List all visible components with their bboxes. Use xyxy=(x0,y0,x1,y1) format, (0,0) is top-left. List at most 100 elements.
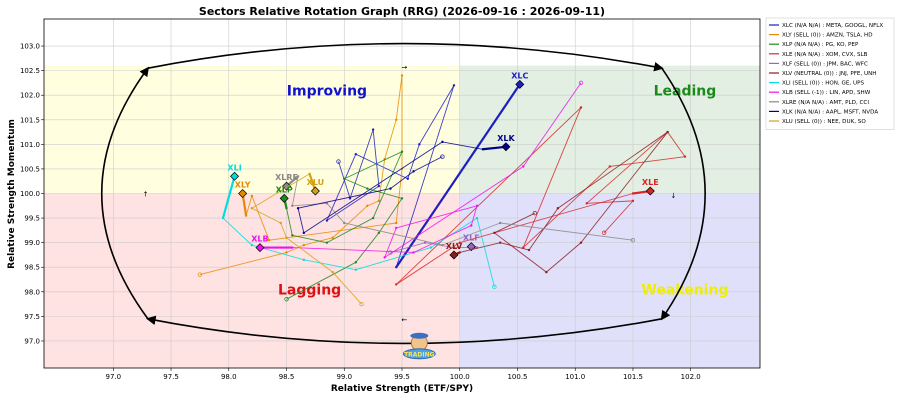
series-point xyxy=(325,219,329,222)
series-start-point xyxy=(440,154,445,159)
legend-label: XLB (SELL (-1)) : LIN, APD, SHW xyxy=(782,90,871,96)
series-segment xyxy=(378,198,403,234)
series-point xyxy=(366,204,369,207)
y-tick-label: 103.0 xyxy=(20,43,40,51)
series-segment xyxy=(586,200,633,204)
series-end-marker xyxy=(501,142,511,152)
series-point xyxy=(666,130,669,134)
series-segment xyxy=(344,178,368,189)
series-segment xyxy=(390,242,426,253)
series-point xyxy=(498,221,502,225)
y-tick-label: 98.5 xyxy=(24,264,40,272)
series-segment xyxy=(367,200,380,207)
series-end-marker xyxy=(515,79,525,89)
legend-label: XLI (SELL (0)) : HON, GE, UPS xyxy=(782,81,864,87)
x-tick-label: 97.5 xyxy=(163,373,179,381)
series-point xyxy=(441,140,444,144)
series-point xyxy=(377,231,381,235)
series-point xyxy=(377,184,381,188)
legend-entry-xlre: XLRE (N/A N/A) : AMT, PLD, CCI xyxy=(769,100,869,106)
series-end-marker xyxy=(279,193,289,203)
series-segment xyxy=(292,247,414,253)
quadrant-labels: Improving Leading Lagging Weakening xyxy=(278,83,728,298)
series-point xyxy=(285,251,288,254)
series-segment xyxy=(355,247,431,271)
series-point xyxy=(302,231,306,235)
quadrant-label-lagging: Lagging xyxy=(278,282,341,298)
series-segment xyxy=(459,193,634,244)
series-label-xlc: XLC xyxy=(511,71,528,80)
series-segment xyxy=(546,242,582,273)
series-segment xyxy=(425,242,455,249)
series-segment xyxy=(292,234,328,244)
series-point xyxy=(545,270,548,274)
series-segment xyxy=(332,271,362,305)
series-point xyxy=(221,216,225,220)
series-segment xyxy=(297,208,305,233)
series-point xyxy=(250,207,254,210)
series-segment xyxy=(344,151,403,180)
series-segment xyxy=(326,217,374,244)
series-point xyxy=(285,207,288,210)
series-segment xyxy=(500,242,530,251)
series-segment xyxy=(395,242,460,285)
quadrant-label-weakening: Weakening xyxy=(641,282,728,298)
series-point xyxy=(244,214,248,217)
series-segment xyxy=(442,222,501,246)
y-tick-label: 100.5 xyxy=(20,165,40,173)
series-point xyxy=(291,204,294,207)
series-segment xyxy=(303,237,333,246)
rotation-arrow-top xyxy=(147,42,664,72)
series-point xyxy=(418,143,421,146)
series-point xyxy=(498,241,502,244)
series-point xyxy=(493,231,496,235)
series-xlv xyxy=(449,130,669,274)
series-segment xyxy=(372,151,403,219)
series-segment xyxy=(326,153,357,221)
x-axis-label: Relative Strength (ETF/SPY) xyxy=(331,384,473,394)
series-point xyxy=(296,207,300,210)
x-tick-label: 100.5 xyxy=(507,373,527,381)
legend-box xyxy=(765,17,895,130)
series-end-marker xyxy=(466,242,476,252)
series-point xyxy=(371,216,375,220)
series-segment xyxy=(297,188,391,209)
series-point xyxy=(585,202,588,205)
legend: XLC (N/A N/A) : META, GOOGL, NFLX XLY (SE… xyxy=(765,17,895,130)
legend-entry-xlf: XLF (SELL (0)) : JPM, BAC, WFC xyxy=(769,61,868,67)
series-segment xyxy=(500,222,634,241)
series-segment xyxy=(286,244,305,253)
x-tick-label: 99.5 xyxy=(394,373,410,381)
series-segment xyxy=(476,217,495,288)
quadrant-label-improving: Improving xyxy=(287,83,367,99)
series-xlre xyxy=(282,175,636,247)
series-segment xyxy=(390,171,414,189)
quadrant-label-leading: Leading xyxy=(654,83,717,99)
series-point xyxy=(452,246,456,249)
series-start-point xyxy=(284,297,289,302)
series-point xyxy=(608,165,612,168)
x-tick-label: 101.5 xyxy=(623,373,643,381)
series-point xyxy=(250,194,254,198)
direction-mark: ↑ xyxy=(143,191,149,199)
legend-entry-xli: XLI (SELL (0)) : HON, GE, UPS xyxy=(769,81,864,87)
series-point xyxy=(412,251,415,254)
series-segment xyxy=(332,205,368,239)
series-segment xyxy=(326,185,380,221)
series-point xyxy=(302,258,306,262)
y-tick-label: 101.0 xyxy=(20,141,40,149)
y-tick-label: 97.0 xyxy=(24,337,40,345)
logo-text: TRADING xyxy=(404,351,435,358)
series-segment xyxy=(251,207,281,224)
series-point xyxy=(279,189,282,193)
series-point xyxy=(441,243,444,247)
y-tick-label: 99.0 xyxy=(24,239,40,247)
y-tick-label: 101.5 xyxy=(20,116,40,124)
legend-entry-xlb: XLB (SELL (-1)) : LIN, APD, SHW xyxy=(769,90,871,96)
direction-mark: ← xyxy=(401,316,407,324)
series-point xyxy=(296,175,300,178)
rotation-arrow-bottom xyxy=(146,315,662,345)
series-segment xyxy=(522,166,611,248)
quadrant-weakening xyxy=(459,193,760,368)
series-end-marker xyxy=(449,250,459,260)
